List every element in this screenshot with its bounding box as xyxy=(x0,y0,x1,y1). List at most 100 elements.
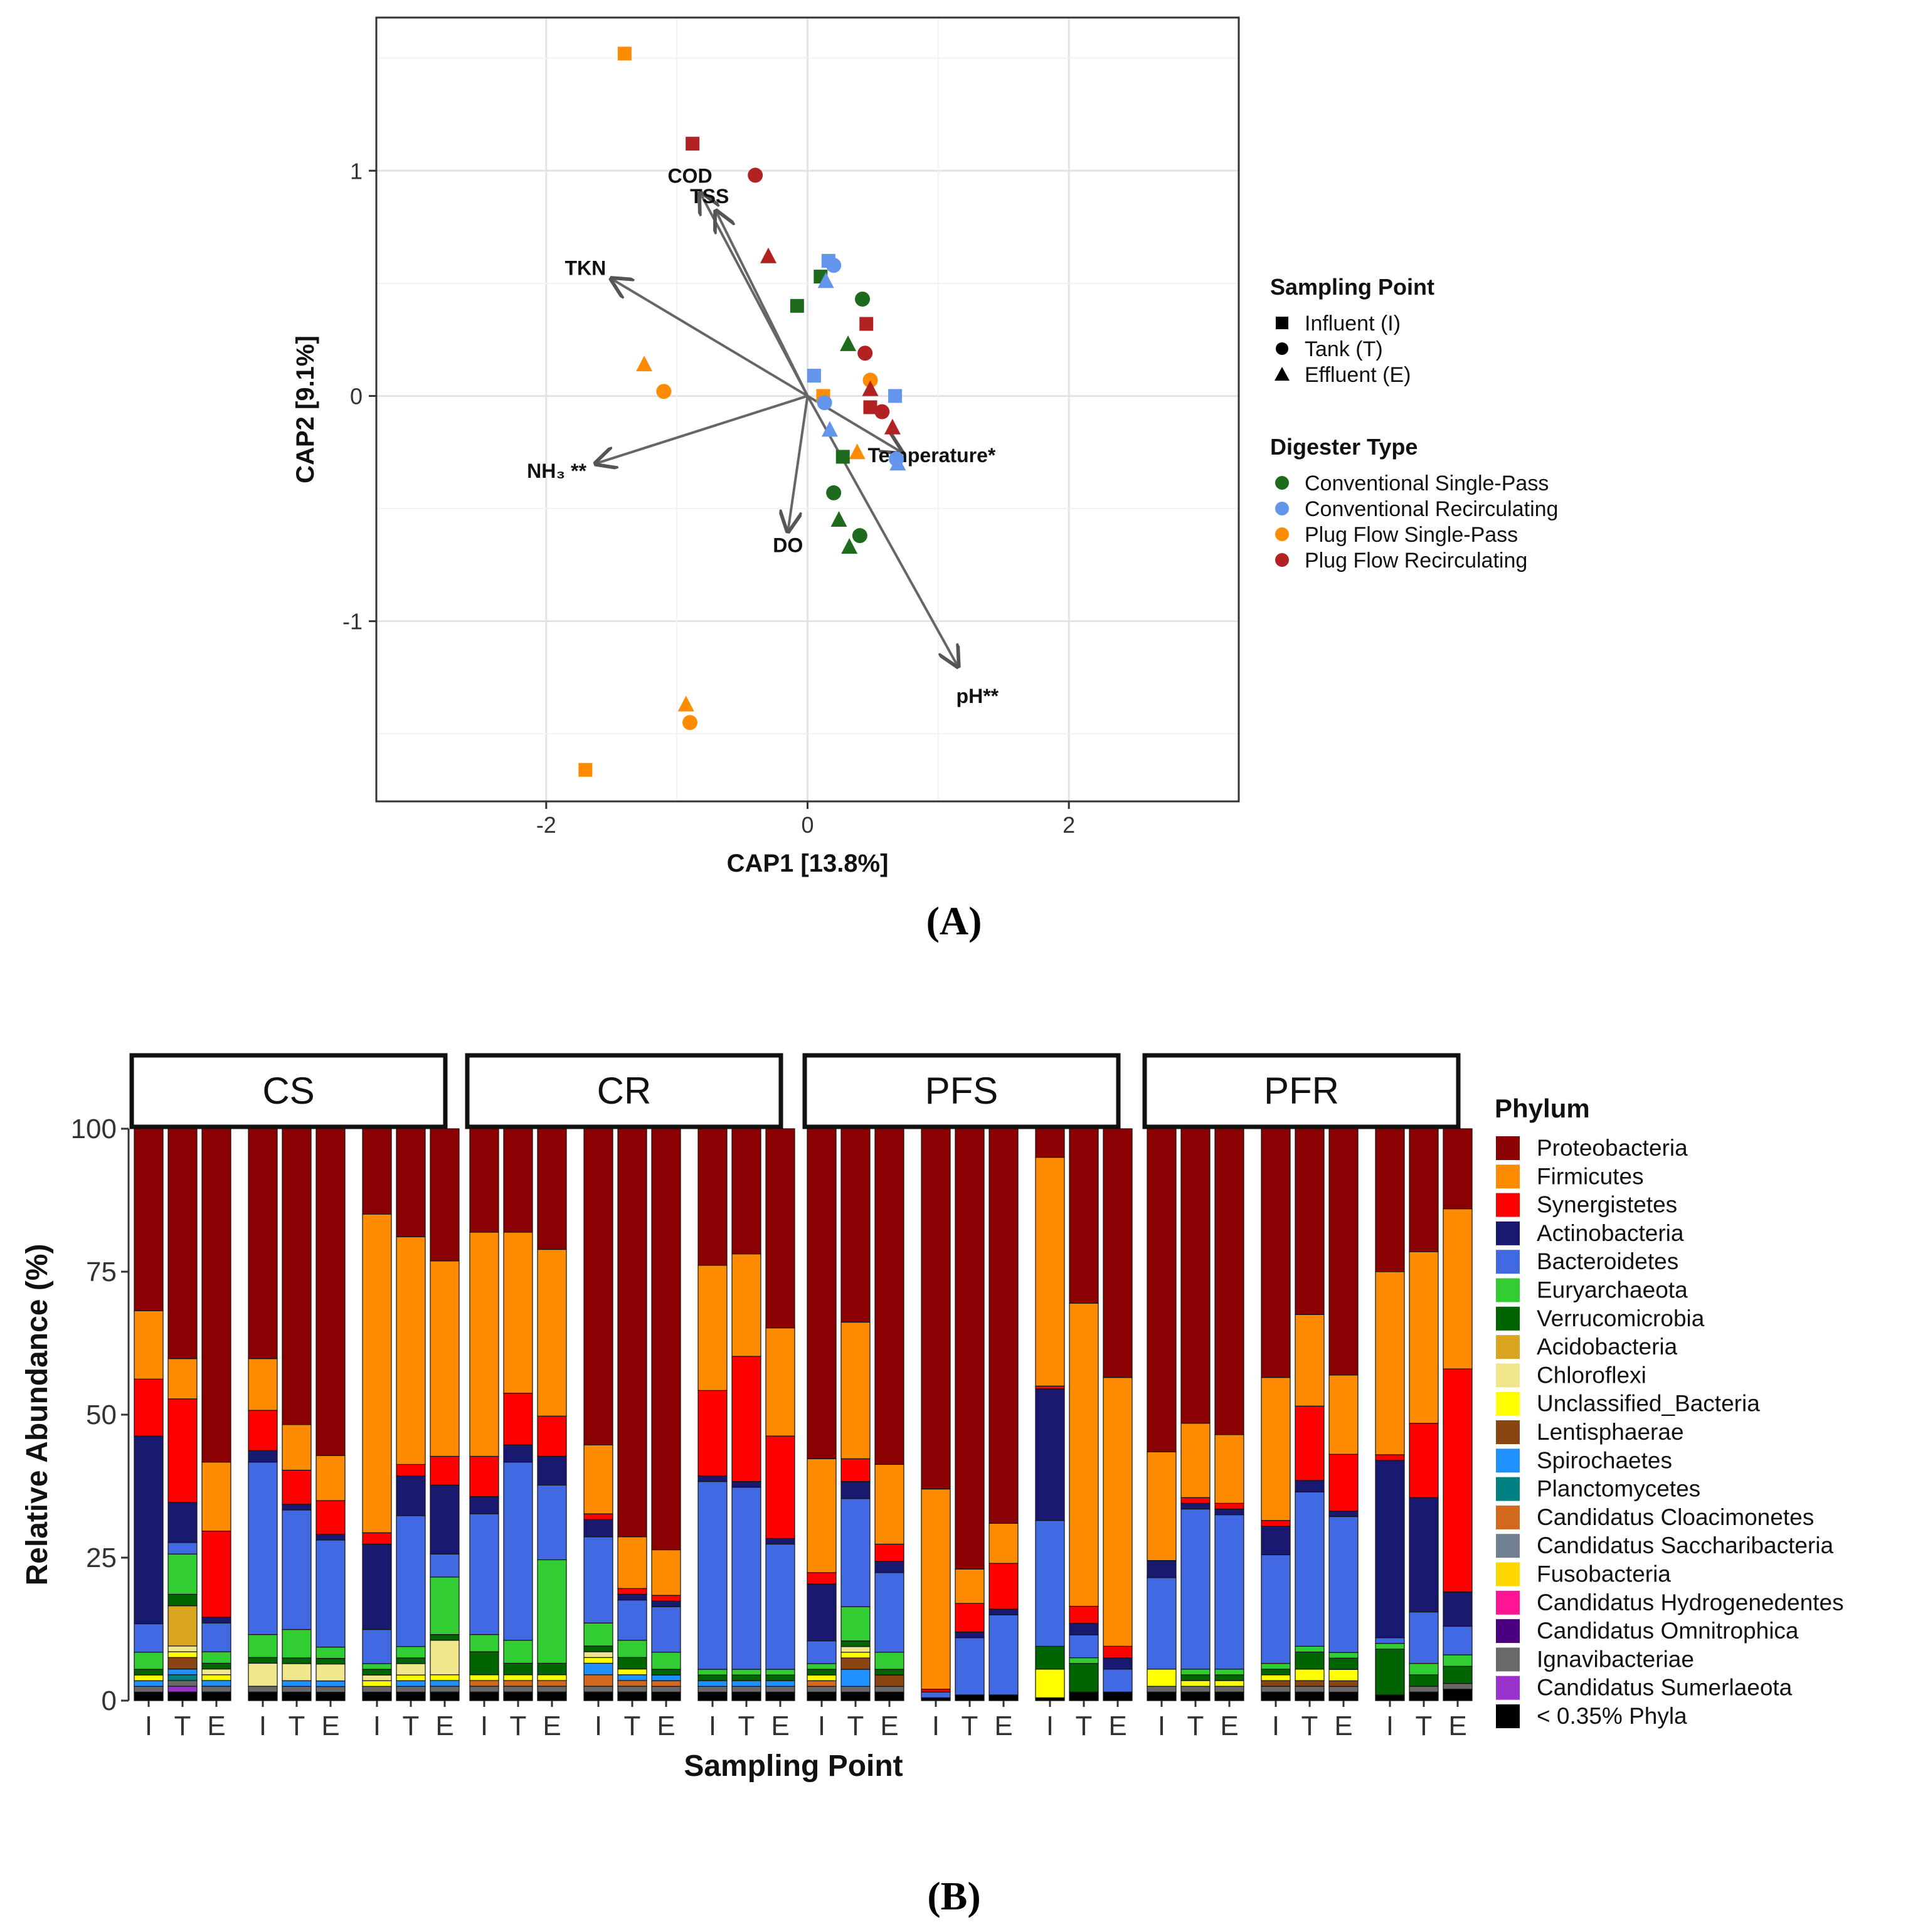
bar-segment-synergistetes xyxy=(469,1455,499,1497)
bar-segment-bacteroidetes xyxy=(765,1543,795,1670)
bar-segment-bacteroidetes xyxy=(1180,1508,1211,1670)
point-triangle-plug-flow-recirculating xyxy=(862,380,879,396)
bar-segment-firmicutes xyxy=(1180,1423,1211,1498)
bar-segment-proteobacteria xyxy=(1261,1128,1291,1378)
bar-segment-firmicutes xyxy=(1103,1377,1133,1647)
point-circle-plug-flow-recirculating xyxy=(748,167,763,183)
legend-color-icon xyxy=(1275,502,1289,515)
bar-segment-verrucomicrobia xyxy=(731,1674,761,1681)
bar-segment-euryarchaeota xyxy=(362,1663,392,1670)
bar-segment-euryarchaeota xyxy=(503,1640,533,1664)
bar-segment-candidatus-cloacimonetes xyxy=(503,1680,533,1687)
bar-segment-firmicutes xyxy=(921,1488,951,1690)
x-tick-label-e: E xyxy=(880,1711,898,1741)
bar-segment-ignavibacteriae xyxy=(651,1686,681,1692)
bar-segment-ignavibacteriae xyxy=(583,1686,613,1692)
bar-segment-euryarchaeota xyxy=(1295,1645,1325,1653)
bar-segment-bacteroidetes xyxy=(874,1572,904,1653)
bar-segment-0-35-phyla xyxy=(1443,1689,1473,1701)
bar-segment-verrucomicrobia xyxy=(1261,1669,1291,1676)
bar-segment-spirochaetes xyxy=(731,1680,761,1687)
x-tick-label-i: I xyxy=(1158,1711,1165,1741)
panel-b-facet-strips: CS CR PFS PFR xyxy=(129,1053,1461,1129)
bar-segment-spirochaetes xyxy=(765,1680,795,1687)
bar-segment-synergistetes xyxy=(1069,1605,1099,1624)
bar-segment-0-35-phyla xyxy=(248,1691,278,1701)
bar-segment-synergistetes xyxy=(248,1410,278,1451)
bar-segment-ignavibacteriae xyxy=(134,1686,164,1692)
x-tick-label-t: T xyxy=(624,1711,641,1741)
bar-segment-firmicutes xyxy=(1035,1156,1065,1386)
bar-segment-proteobacteria xyxy=(282,1128,312,1425)
bar-segment-proteobacteria xyxy=(697,1128,728,1266)
bar-segment-bacteroidetes xyxy=(282,1509,312,1630)
bar-segment-ignavibacteriae xyxy=(537,1686,567,1692)
bar-segment-0-35-phyla xyxy=(1409,1691,1439,1701)
bar-segment-0-35-phyla xyxy=(874,1691,904,1701)
y-tick-label: 0 xyxy=(102,1686,117,1716)
bar-segment-proteobacteria xyxy=(134,1128,164,1311)
bar-segment-proteobacteria xyxy=(1443,1128,1473,1210)
bar-segment-firmicutes xyxy=(874,1464,904,1545)
bar-segment-bacteroidetes xyxy=(1328,1516,1359,1653)
bar-segment-proteobacteria xyxy=(1180,1128,1211,1424)
y-tick-label: 25 xyxy=(86,1543,117,1573)
legend-swatch-proteobacteria xyxy=(1496,1136,1520,1160)
legend-swatch-candidatus-hydrogenedentes xyxy=(1496,1590,1520,1615)
panel-a-x-axis-title: CAP1 [13.8%] xyxy=(727,850,889,877)
bar-segment-0-35-phyla xyxy=(840,1691,871,1701)
bar-segment-0-35-phyla xyxy=(396,1691,426,1701)
legend-swatch-0-35-phyla xyxy=(1496,1704,1520,1728)
point-triangle-plug-flow-recirculating xyxy=(760,247,776,263)
bar-segment-verrucomicrobia xyxy=(874,1669,904,1676)
bar-segment-bacteroidetes xyxy=(1069,1634,1099,1659)
legend-item-bacteroidetes: Bacteroidetes xyxy=(1537,1248,1678,1274)
bar-segment-0-35-phyla xyxy=(921,1697,951,1701)
facet-strip-pfr xyxy=(1142,1053,1461,1129)
bar-segment-candidatus-cloacimonetes xyxy=(617,1680,647,1687)
bar-segment-verrucomicrobia xyxy=(134,1669,164,1676)
bar-segment-0-35-phyla xyxy=(1069,1691,1099,1701)
bar-segment-euryarchaeota xyxy=(396,1646,426,1659)
legend-swatch-candidatus-sumerlaeota xyxy=(1496,1676,1520,1700)
x-tick-label-t: T xyxy=(962,1711,978,1741)
point-triangle-conventional-recirculating xyxy=(821,421,838,437)
vector-label-cod: COD xyxy=(667,164,712,187)
panel-a-sample-points xyxy=(578,46,906,777)
bar-segment-verrucomicrobia xyxy=(396,1657,426,1664)
bar-segment-firmicutes xyxy=(1443,1208,1473,1370)
bar-segment-bacteroidetes xyxy=(201,1622,231,1652)
legend-digester-title: Digester Type xyxy=(1270,434,1418,460)
point-triangle-conventional-recirculating xyxy=(817,272,834,288)
bar-segment-euryarchaeota xyxy=(1180,1669,1211,1676)
bar-segment-actinobacteria xyxy=(807,1583,837,1642)
bar-segment-synergistetes xyxy=(1103,1645,1133,1659)
bar-segment-euryarchaeota xyxy=(874,1652,904,1670)
legend-item-unclassified-bacteria: Unclassified_Bacteria xyxy=(1537,1391,1760,1417)
legend-phylum-title: Phylum xyxy=(1495,1094,1590,1123)
bar-segment-unclassified-bacteria xyxy=(1035,1669,1065,1699)
bar-segment-proteobacteria xyxy=(874,1128,904,1465)
bar-segment-verrucomicrobia xyxy=(167,1593,198,1607)
x-tick-label-t: T xyxy=(1076,1711,1093,1741)
legend-item-synergistetes: Synergistetes xyxy=(1537,1192,1677,1218)
x-tick-label-e: E xyxy=(435,1711,453,1741)
bar-segment-actinobacteria xyxy=(315,1534,346,1541)
point-square-plug-flow-single-pass xyxy=(578,763,593,777)
facet-strip-label-pfs: PFS xyxy=(925,1070,999,1112)
x-tick-label-t: T xyxy=(403,1711,420,1741)
bar-segment-chloroflexi xyxy=(201,1668,231,1676)
bar-segment-chloroflexi xyxy=(430,1640,460,1676)
facet-strip-label-pfr: PFR xyxy=(1264,1070,1339,1112)
point-triangle-conventional-single-pass xyxy=(840,335,857,351)
bar-segment-ignavibacteriae xyxy=(396,1686,426,1692)
bar-segment-chloroflexi xyxy=(167,1645,198,1652)
legend-item-euryarchaeota: Euryarchaeota xyxy=(1537,1277,1688,1303)
bar-segment-bacteroidetes xyxy=(1375,1637,1405,1644)
bar-segment-ignavibacteriae xyxy=(1180,1686,1211,1692)
bar-segment-firmicutes xyxy=(315,1455,346,1501)
bar-segment-verrucomicrobia xyxy=(1328,1657,1359,1670)
bar-segment-0-35-phyla xyxy=(583,1691,613,1701)
bar-segment-euryarchaeota xyxy=(840,1606,871,1642)
